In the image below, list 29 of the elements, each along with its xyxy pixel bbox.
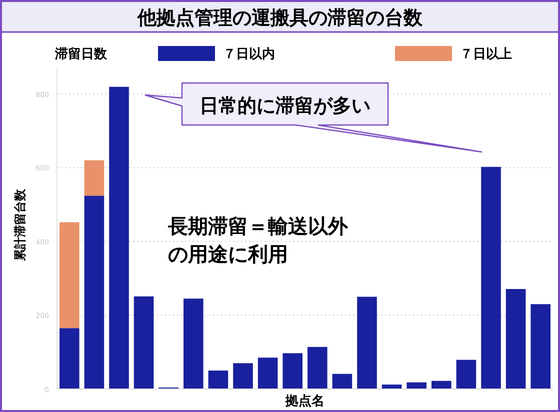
bar <box>308 346 328 389</box>
x-axis-title: 拠点名 <box>284 393 324 409</box>
annotation: 長期滞留＝輸送以外 <box>167 214 349 238</box>
bar <box>332 374 352 389</box>
bar <box>481 166 501 389</box>
legend-label: ７日以上 <box>460 47 512 62</box>
bar <box>258 358 278 389</box>
bar <box>84 196 104 389</box>
bar <box>60 222 80 328</box>
bar <box>109 86 129 389</box>
y-axis-title: 累計滞留台数 <box>13 188 27 262</box>
bar <box>406 382 426 389</box>
bar <box>233 363 253 389</box>
bar <box>432 380 452 389</box>
bar <box>456 360 476 389</box>
annotation: の用途に利用 <box>168 242 288 266</box>
bar <box>357 296 377 389</box>
bar <box>530 304 550 389</box>
bar <box>184 298 204 389</box>
legend-label: ７日以内 <box>223 47 275 62</box>
bar <box>282 353 302 389</box>
bar <box>506 289 526 389</box>
legend-title: 滞留日数 <box>54 47 108 62</box>
chart-title: 他拠点管理の運搬具の滞留の台数 <box>136 7 424 29</box>
bar <box>60 328 80 389</box>
bar <box>84 160 104 196</box>
bar <box>134 296 154 389</box>
bar <box>208 370 228 389</box>
annotation: 日常的に滞留が多い <box>200 95 370 117</box>
